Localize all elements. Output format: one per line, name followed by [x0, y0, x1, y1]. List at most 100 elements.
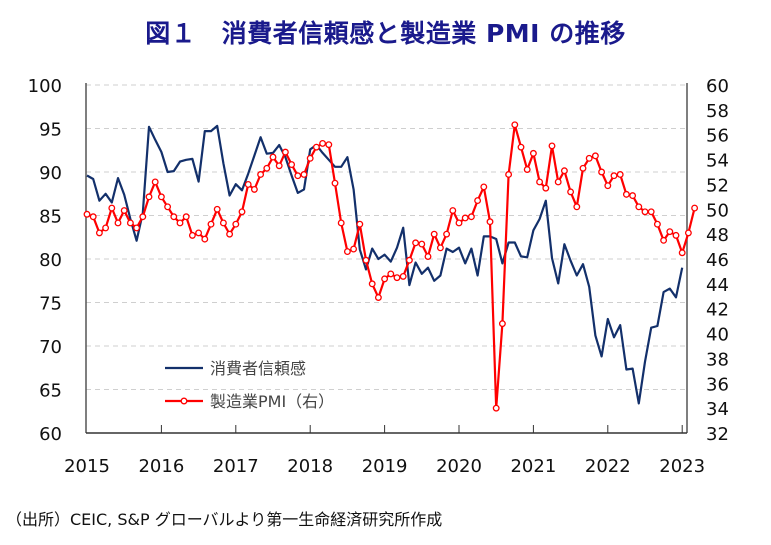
- right-y-axis-labels: 60 58 56 54 52 50 48 46 44 42 40 38 36 34 32: [706, 76, 729, 445]
- x-tick-label: 2021: [510, 456, 556, 477]
- data-point: [114, 219, 122, 227]
- data-point: [560, 167, 568, 175]
- data-point: [678, 249, 686, 257]
- data-point: [157, 193, 165, 201]
- data-point: [443, 230, 451, 238]
- data-point: [529, 149, 537, 157]
- data-point: [269, 153, 277, 161]
- data-point: [412, 239, 420, 247]
- data-point: [505, 171, 513, 178]
- data-point: [641, 208, 649, 216]
- legend-label: 製造業PMI（右）: [210, 392, 334, 411]
- data-point: [164, 203, 172, 211]
- data-point: [554, 178, 562, 186]
- left-tick-label: 95: [39, 120, 62, 141]
- data-point: [133, 224, 141, 232]
- data-point: [511, 121, 519, 129]
- left-tick-label: 100: [28, 76, 62, 97]
- data-point: [567, 188, 575, 196]
- data-point: [362, 256, 370, 264]
- right-tick-label: 46: [706, 250, 729, 271]
- right-tick-label: 54: [706, 151, 729, 172]
- data-point: [672, 231, 680, 239]
- x-tick-label: 2023: [659, 456, 705, 477]
- data-point: [573, 203, 581, 211]
- x-axis-labels: 2015 2016 2017 2018 2019 2020 2021 2022 2023: [64, 456, 705, 477]
- data-point: [319, 139, 327, 147]
- data-point: [455, 219, 463, 227]
- data-point: [232, 220, 240, 228]
- data-point: [381, 275, 389, 283]
- data-point: [461, 214, 469, 222]
- data-point: [387, 270, 395, 278]
- right-tick-label: 32: [706, 424, 729, 445]
- data-point: [629, 192, 637, 200]
- data-point: [201, 235, 209, 243]
- left-tick-label: 90: [39, 163, 62, 184]
- data-point: [170, 213, 178, 221]
- left-tick-label: 80: [39, 250, 62, 271]
- data-point: [666, 228, 674, 236]
- left-tick-label: 70: [39, 337, 62, 358]
- data-point: [424, 253, 432, 260]
- right-tick-label: 52: [706, 175, 729, 196]
- x-tick-label: 2015: [64, 456, 110, 477]
- right-tick-label: 56: [706, 126, 729, 147]
- data-point: [486, 218, 494, 226]
- data-point: [281, 148, 289, 156]
- data-point: [647, 208, 655, 216]
- data-point: [492, 404, 500, 412]
- data-point: [622, 190, 630, 198]
- data-point: [95, 229, 103, 237]
- series-manufacturing-pmi: [83, 121, 699, 412]
- series-line: [86, 124, 684, 405]
- data-point: [660, 236, 668, 244]
- legend-marker: [180, 397, 188, 405]
- data-point: [238, 208, 246, 216]
- data-point: [436, 244, 444, 252]
- data-point: [536, 178, 544, 186]
- data-point: [374, 294, 382, 301]
- x-tick-label: 2018: [287, 456, 333, 477]
- left-tick-label: 85: [39, 207, 62, 228]
- data-point: [176, 219, 184, 227]
- x-tick-label: 2019: [362, 456, 408, 477]
- data-point: [579, 164, 587, 172]
- right-tick-label: 44: [706, 275, 729, 296]
- left-tick-label: 75: [39, 294, 62, 315]
- right-tick-label: 48: [706, 225, 729, 246]
- data-point: [331, 179, 339, 187]
- data-point: [474, 197, 482, 205]
- data-point: [691, 204, 699, 212]
- left-y-axis-labels: 100 95 90 85 80 75 70 65 60: [28, 76, 62, 445]
- x-tick-label: 2022: [585, 456, 631, 477]
- data-point: [139, 213, 147, 221]
- data-point: [356, 220, 364, 228]
- data-point: [598, 168, 606, 176]
- data-point: [226, 230, 234, 238]
- data-point: [89, 213, 97, 221]
- data-point: [126, 219, 134, 227]
- data-point: [635, 203, 643, 211]
- series-layer: [83, 121, 699, 412]
- data-point: [368, 280, 376, 288]
- data-point: [306, 154, 314, 162]
- data-point: [300, 171, 308, 178]
- data-point: [350, 245, 358, 253]
- right-tick-label: 50: [706, 200, 729, 221]
- data-point: [542, 184, 550, 192]
- data-point: [418, 240, 426, 248]
- data-point: [405, 256, 413, 264]
- data-point: [102, 224, 110, 232]
- right-tick-label: 40: [706, 325, 729, 346]
- series-line: [86, 123, 696, 410]
- data-point: [517, 143, 525, 151]
- data-point: [288, 161, 296, 168]
- data-point: [182, 213, 190, 221]
- data-point: [616, 171, 624, 178]
- x-tick-label: 2017: [213, 456, 259, 477]
- axes: [85, 83, 688, 434]
- data-point: [325, 141, 333, 149]
- left-tick-label: 60: [39, 424, 62, 445]
- right-tick-label: 36: [706, 374, 729, 395]
